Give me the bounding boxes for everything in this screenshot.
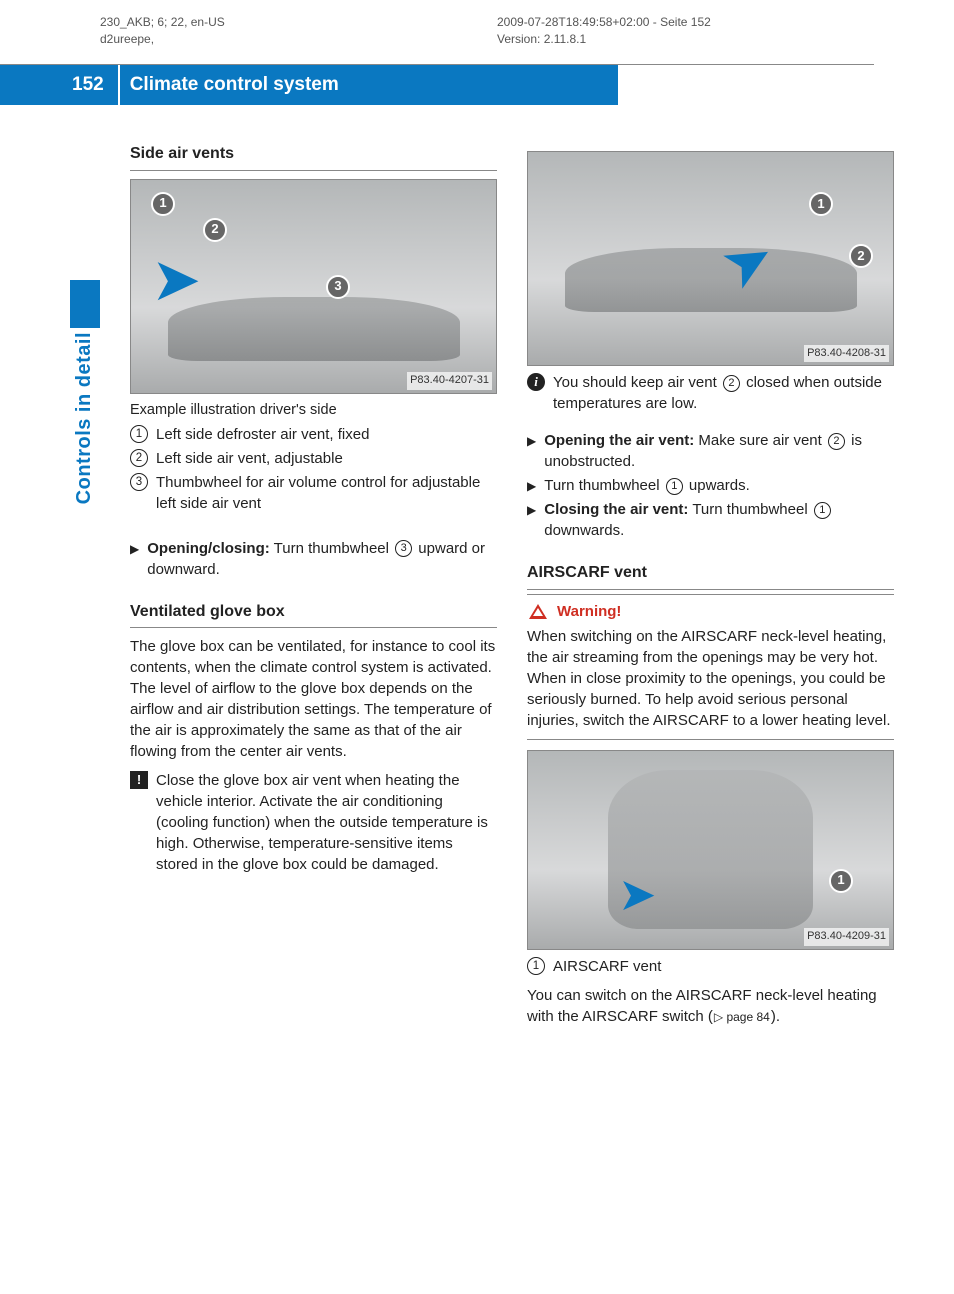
figure-3: 1 ➤ P83.40-4209-31 [527,750,894,950]
warning-text: When switching on the AIRSCARF neck-leve… [527,626,894,731]
triangle-icon: ▶ [527,433,536,450]
warning-label: Warning! [557,601,621,622]
airscarf-para: You can switch on the AIRSCARF neck-leve… [527,985,894,1027]
legend-num: 1 [527,957,545,975]
step-text: Opening/closing: Turn thumbwheel 3 upwar… [147,538,497,580]
step-close-vent: ▶ Closing the air vent: Turn thumbwheel … [527,499,894,541]
info-frag: You should keep air vent [553,374,721,391]
step-turn-up: ▶ Turn thumbwheel 1 upwards. [527,475,894,496]
right-column: 1 2 ➤ P83.40-4208-31 i You should keep a… [527,143,894,1034]
callout-3: 3 [326,275,350,299]
side-tab-block [70,280,100,328]
legend-text: Thumbwheel for air volume control for ad… [156,472,497,514]
para-frag: You can switch on the AIRSCARF neck-leve… [527,987,877,1025]
inline-num: 1 [666,478,683,495]
triangle-icon: ▶ [130,541,139,558]
warning-triangle-icon [529,604,547,619]
inline-num: 3 [395,540,412,557]
figure-3-id: P83.40-4209-31 [804,928,889,945]
step-bold: Closing the air vent: [544,501,688,518]
step-text: Turn thumbwheel 1 upwards. [544,475,894,496]
figure-1-id: P83.40-4207-31 [407,372,492,389]
legend-item: 1 Left side defroster air vent, fixed [130,424,497,445]
meta-right-2: Version: 2.11.8.1 [497,31,894,48]
step-open-vent: ▶ Opening the air vent: Make sure air ve… [527,430,894,472]
step-bold: Opening/closing: [147,540,270,557]
step-frag: Turn thumbwheel [270,540,393,557]
side-tab-text: Controls in detail [70,332,98,504]
page-ref: ▷ page 84 [714,1010,770,1024]
callout-1: 1 [151,192,175,216]
step-frag: downwards. [544,522,624,539]
meta-right-1: 2009-07-28T18:49:58+02:00 - Seite 152 [497,14,894,31]
figure-1-caption: Example illustration driver's side [130,400,497,420]
step-frag: Turn thumbwheel [544,477,664,494]
figure-2-id: P83.40-4208-31 [804,345,889,362]
step-frag: Turn thumbwheel [688,501,811,518]
glove-box-para: The glove box can be ventilated, for ins… [130,636,497,762]
inline-num: 2 [723,375,740,392]
warning-heading: Warning! [527,601,894,622]
arrow-icon: ➤ [151,250,201,310]
triangle-icon: ▶ [527,478,536,495]
legend-text: Left side defroster air vent, fixed [156,424,497,445]
left-column: Side air vents 1 2 3 ➤ P83.40-4207-31 Ex… [130,143,497,1034]
meta-left-1: 230_AKB; 6; 22, en-US [100,14,497,31]
section-side-air-vents: Side air vents [130,143,497,170]
step-frag: upwards. [685,477,750,494]
meta-left: 230_AKB; 6; 22, en-US d2ureepe, [100,14,497,48]
warning-box: Warning! When switching on the AIRSCARF … [527,594,894,740]
callout-2: 2 [203,218,227,242]
page-header: 152 Climate control system [0,65,954,106]
legend-item: 2 Left side air vent, adjustable [130,448,497,469]
step-bold: Opening the air vent: [544,432,694,449]
callout-1: 1 [809,192,833,216]
info-text: You should keep air vent 2 closed when o… [553,372,894,414]
exclamation-icon: ! [130,771,148,789]
inline-num: 1 [814,502,831,519]
triangle-icon: ▶ [527,502,536,519]
figure-1: 1 2 3 ➤ P83.40-4207-31 [130,179,497,394]
para-frag: ). [771,1008,780,1025]
callout-1: 1 [829,869,853,893]
legend-item: 3 Thumbwheel for air volume control for … [130,472,497,514]
legend-text: Left side air vent, adjustable [156,448,497,469]
section-glove-box: Ventilated glove box [130,601,497,628]
page-number: 152 [0,65,118,106]
legend-num: 2 [130,449,148,467]
legend-item: 1 AIRSCARF vent [527,956,894,977]
info-note: i You should keep air vent 2 closed when… [527,372,894,414]
legend-num: 3 [130,473,148,491]
step-frag: Make sure air vent [694,432,826,449]
info-icon: i [527,373,545,391]
important-note: ! Close the glove box air vent when heat… [130,770,497,875]
callout-2: 2 [849,244,873,268]
print-metadata: 230_AKB; 6; 22, en-US d2ureepe, 2009-07-… [0,0,954,54]
inline-num: 2 [828,433,845,450]
step-open-close: ▶ Opening/closing: Turn thumbwheel 3 upw… [130,538,497,580]
step-text: Closing the air vent: Turn thumbwheel 1 … [544,499,894,541]
side-tab: Controls in detail [70,280,100,504]
page-title: Climate control system [118,65,618,106]
section-airscarf: AIRSCARF vent [527,562,894,589]
meta-right: 2009-07-28T18:49:58+02:00 - Seite 152 Ve… [497,14,894,48]
legend-num: 1 [130,425,148,443]
important-text: Close the glove box air vent when heatin… [156,770,497,875]
meta-left-2: d2ureepe, [100,31,497,48]
arrow-icon: ➤ [618,871,657,917]
step-text: Opening the air vent: Make sure air vent… [544,430,894,472]
figure-2: 1 2 ➤ P83.40-4208-31 [527,151,894,366]
legend-text: AIRSCARF vent [553,956,894,977]
